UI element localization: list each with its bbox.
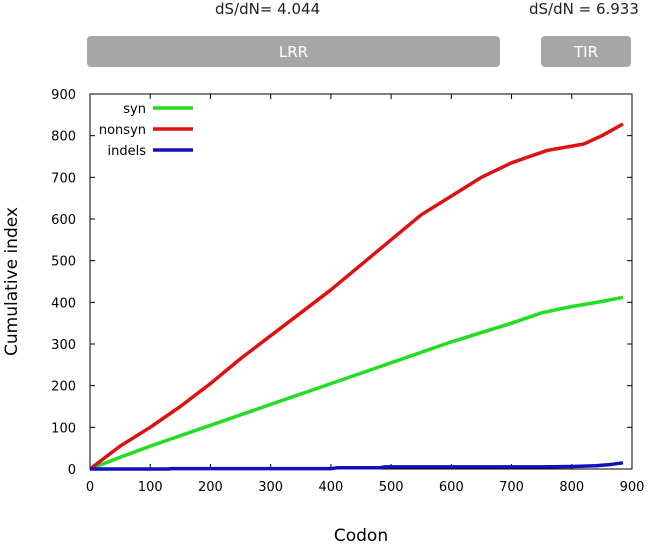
legend-label-indels: indels [108, 144, 147, 159]
x-tick-label: 700 [499, 480, 524, 495]
y-tick-label: 200 [51, 380, 76, 395]
y-tick-label: 800 [51, 130, 76, 145]
series-line-indels [90, 461, 624, 471]
y-tick-label: 900 [51, 88, 76, 103]
lrr-dsdn-annotation: dS/dN= 4.044 [215, 0, 321, 18]
legend-label-nonsyn: nonsyn [99, 123, 146, 138]
x-tick-label: 0 [86, 480, 94, 495]
x-tick-label: 900 [620, 480, 645, 495]
x-tick-label: 400 [318, 480, 343, 495]
lrr-region-bar: LRR [87, 36, 500, 67]
y-tick-label: 400 [51, 296, 76, 311]
y-tick-label: 600 [51, 213, 76, 228]
x-tick-label: 600 [439, 480, 464, 495]
x-tick-label: 100 [138, 480, 163, 495]
y-tick-label: 500 [51, 255, 76, 270]
x-axis-title: Codon [334, 526, 388, 544]
tir-region-bar: TIR [541, 36, 631, 67]
series-line-nonsyn [88, 122, 624, 471]
x-tick-label: 200 [198, 480, 223, 495]
y-axis-title: Cumulative index [2, 207, 22, 356]
legend-label-syn: syn [123, 102, 146, 117]
y-tick-label: 700 [51, 171, 76, 186]
series-line-syn [89, 295, 624, 471]
x-tick-label: 300 [258, 480, 283, 495]
x-tick-label: 500 [379, 480, 404, 495]
x-tick-label: 800 [559, 480, 584, 495]
y-tick-label: 100 [51, 421, 76, 436]
y-tick-label: 0 [68, 463, 76, 478]
tir-dsdn-annotation: dS/dN = 6.933 [529, 0, 639, 18]
y-tick-label: 300 [51, 338, 76, 353]
